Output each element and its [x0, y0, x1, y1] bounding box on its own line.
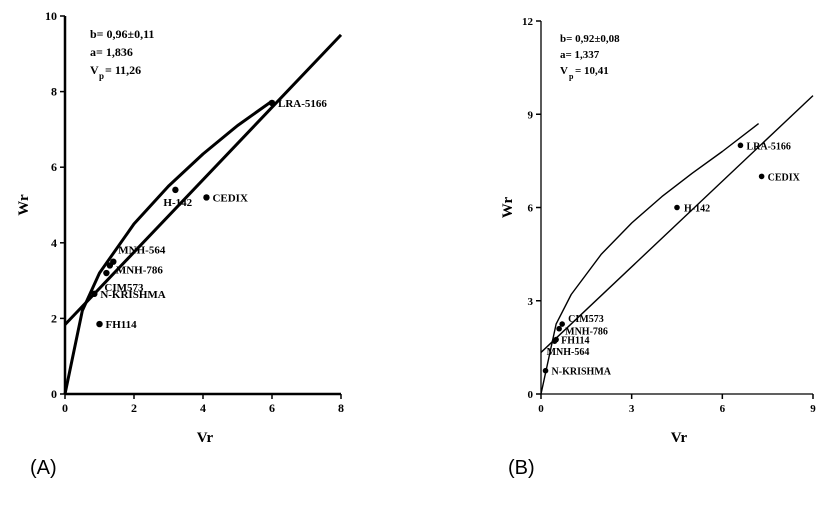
panel-b: 0 3 6 9 0 3 6 9 12 Vr Wr b= 0,92±0,08 a= 1,337 V p = 10…: [500, 16, 816, 479]
data-point: [551, 338, 558, 344]
x-tick-label: 8: [338, 401, 344, 415]
stat-vp-value: = 10,41: [575, 65, 609, 77]
x-tick-label: 3: [629, 403, 635, 415]
point-label: LRA-5166: [746, 141, 790, 152]
y-tick-label: 8: [51, 85, 57, 99]
limiting-parabola: [63, 99, 273, 395]
point-label: CEDIX: [768, 172, 801, 183]
y-tick-label: 10: [45, 9, 57, 23]
point-label: H-142: [163, 197, 192, 209]
y-tick-label: 6: [528, 203, 534, 215]
point-label: N-KRISHMA: [552, 367, 612, 378]
point-label: N-KRISHMA: [100, 289, 165, 301]
y-tick-label: 0: [51, 387, 57, 401]
point-label: MNH-786: [565, 327, 608, 338]
x-axis-label: Vr: [197, 430, 214, 446]
x-tick-label: 0: [538, 403, 544, 415]
x-tick-label: 9: [810, 403, 816, 415]
point-label: CIM573: [568, 314, 604, 325]
panel-a: 0 2 4 6 8 0 2 4 6 8 10 Vr Wr b= 0,96±0,11 a= 1,836 V p = …: [16, 9, 344, 479]
regression-line: [63, 33, 343, 326]
point-label: H-142: [684, 204, 710, 215]
point-label: MNH-786: [116, 264, 164, 276]
stat-b: b= 0,92±0,08: [560, 33, 620, 45]
x-tick-label: 0: [62, 401, 68, 415]
stat-a: a= 1,836: [90, 45, 133, 59]
data-point: [103, 269, 110, 277]
data-point: [172, 186, 179, 194]
x-axis-label: Vr: [671, 430, 688, 446]
panel-label: (B): [508, 457, 535, 479]
stat-a: a= 1,337: [560, 49, 600, 61]
point-label: LRA-5166: [278, 98, 327, 110]
data-point: [556, 325, 562, 332]
x-tick-label: 6: [720, 403, 726, 415]
stat-b: b= 0,96±0,11: [90, 27, 154, 41]
stat-vp-value: = 11,26: [105, 63, 141, 77]
stat-vp-subscript: p: [99, 71, 104, 81]
data-point: [674, 204, 680, 211]
point-label: FH114: [106, 319, 138, 331]
y-tick-label: 0: [528, 389, 534, 401]
data-point: [106, 262, 114, 269]
y-axis-label: Wr: [16, 194, 32, 216]
data-point: [91, 290, 98, 298]
point-label: CEDIX: [212, 192, 248, 204]
y-tick-label: 4: [51, 236, 57, 250]
data-point: [96, 320, 103, 328]
point-label: FH114: [561, 336, 589, 347]
x-tick-label: 6: [269, 401, 275, 415]
regression-line: [540, 95, 814, 353]
point-label: CIM573: [104, 282, 144, 294]
stat-vp-subscript: p: [569, 72, 574, 81]
y-tick-label: 9: [528, 109, 534, 121]
panel-label: (A): [30, 457, 57, 479]
y-tick-label: 2: [51, 311, 57, 325]
data-point: [559, 321, 565, 327]
stat-vp-symbol: V: [90, 63, 99, 77]
point-label: MNH-564: [547, 347, 590, 358]
data-point: [268, 99, 276, 107]
limiting-parabola: [540, 123, 760, 395]
data-point: [203, 194, 210, 201]
x-tick-label: 4: [200, 401, 206, 415]
y-tick-label: 3: [528, 296, 534, 308]
stat-vp-symbol: V: [560, 65, 568, 77]
data-point: [542, 367, 549, 374]
y-tick-label: 6: [51, 160, 57, 174]
data-point: [737, 142, 744, 149]
data-point: [758, 173, 765, 180]
y-axis-label: Wr: [500, 196, 516, 218]
point-label: MNH-564: [118, 245, 166, 257]
y-tick-label: 12: [522, 16, 534, 28]
x-tick-label: 2: [131, 401, 137, 415]
